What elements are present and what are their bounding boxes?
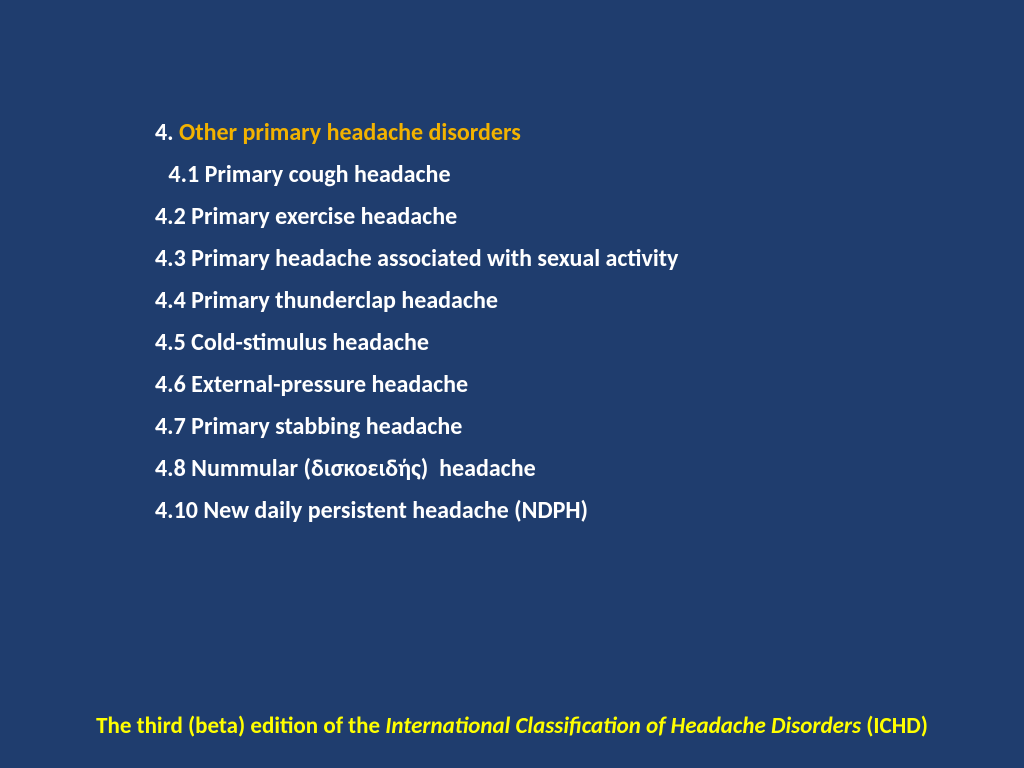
list-item: 4.5 Cold-stimulus headache xyxy=(155,325,935,361)
footer-citation: The third (beta) edition of the Internat… xyxy=(0,712,1024,740)
heading-title: Other primary headache disorders xyxy=(179,118,521,147)
slide: 4. Other primary headache disorders 4.1 … xyxy=(0,0,1024,768)
footer-prefix: The third (beta) edition of the xyxy=(96,712,385,740)
heading-number: 4. xyxy=(155,118,174,147)
list-item: 4.6 External-pressure headache xyxy=(155,367,935,403)
footer-suffix: (ICHD) xyxy=(861,712,928,740)
list-item: 4.1 Primary cough headache xyxy=(155,157,935,193)
list-item: 4.8 Nummular (δισκοειδής) headache xyxy=(155,451,935,487)
footer-italic: International Classification of Headache… xyxy=(385,712,861,740)
list-item: 4.10 New daily persistent headache (NDPH… xyxy=(155,493,935,529)
list-item: 4.4 Primary thunderclap headache xyxy=(155,283,935,319)
item-list: 4.1 Primary cough headache 4.2 Primary ex… xyxy=(155,157,935,529)
list-item: 4.7 Primary stabbing headache xyxy=(155,409,935,445)
list-item: 4.2 Primary exercise headache xyxy=(155,199,935,235)
content-block: 4. Other primary headache disorders 4.1 … xyxy=(155,115,935,529)
section-heading: 4. Other primary headache disorders xyxy=(155,115,935,151)
list-item: 4.3 Primary headache associated with sex… xyxy=(155,241,935,277)
